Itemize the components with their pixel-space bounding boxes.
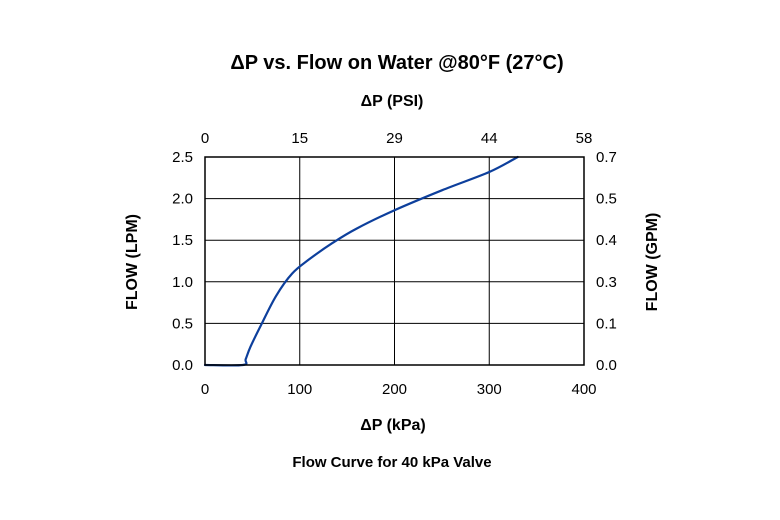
x2-tick-label: 15 xyxy=(291,130,308,147)
chart-title: ΔP vs. Flow on Water @80°F (27°C) xyxy=(230,52,563,74)
y-tick-label: 1.5 xyxy=(172,232,193,249)
y-axis-title: FLOW (LPM) xyxy=(124,214,141,310)
x2-tick-label: 0 xyxy=(201,130,209,147)
y2-tick-label: 0.0 xyxy=(596,357,617,374)
x2-axis-title: ΔP (PSI) xyxy=(361,93,424,110)
y2-tick-label: 0.1 xyxy=(596,315,617,332)
y-tick-label: 1.0 xyxy=(172,274,193,291)
y2-tick-label: 0.5 xyxy=(596,191,617,208)
y-tick-label: 0.0 xyxy=(172,357,193,374)
y-tick-label: 2.5 xyxy=(172,149,193,166)
y2-axis-title: FLOW (GPM) xyxy=(644,213,661,312)
y2-tick-label: 0.4 xyxy=(596,232,617,249)
x2-tick-label: 44 xyxy=(481,130,498,147)
y2-tick-label: 0.7 xyxy=(596,149,617,166)
x-tick-label: 200 xyxy=(382,381,407,398)
grid-lines xyxy=(205,157,584,365)
chart-caption: Flow Curve for 40 kPa Valve xyxy=(292,454,491,471)
x-axis-title: ΔP (kPa) xyxy=(360,417,425,434)
y2-tick-label: 0.3 xyxy=(596,274,617,291)
x-tick-label: 300 xyxy=(477,381,502,398)
series-layer xyxy=(203,155,519,367)
y-tick-label: 2.0 xyxy=(172,191,193,208)
x2-tick-label: 29 xyxy=(386,130,403,147)
x-tick-label: 0 xyxy=(201,381,209,398)
plot-area-frame xyxy=(204,156,585,366)
x-tick-label: 400 xyxy=(571,381,596,398)
tick-labels: 0 0 100 15 200 29 300 44 400 58 0.0 0.0 0.5 0.1 1.0 0.3… xyxy=(172,130,617,398)
x2-tick-label: 58 xyxy=(576,130,593,147)
y-tick-label: 0.5 xyxy=(172,315,193,332)
flow-curve-line xyxy=(203,155,519,367)
x-tick-label: 100 xyxy=(287,381,312,398)
